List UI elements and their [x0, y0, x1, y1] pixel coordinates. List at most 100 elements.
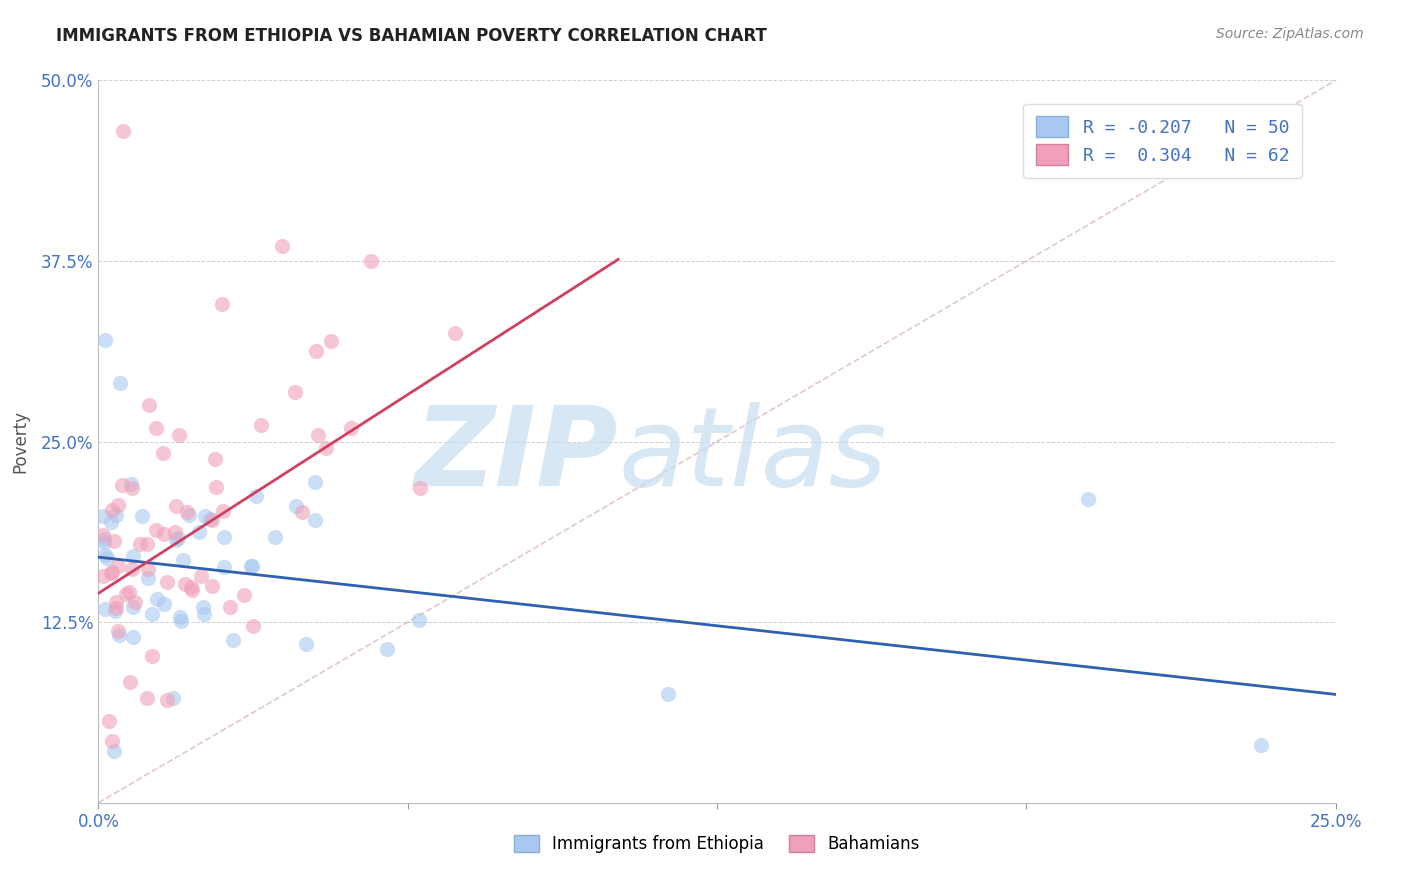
Point — [657, 687, 679, 701]
Point — [131, 509, 153, 524]
Y-axis label: Poverty: Poverty — [11, 410, 30, 473]
Legend: Immigrants from Ethiopia, Bahamians: Immigrants from Ethiopia, Bahamians — [508, 828, 927, 860]
Point — [141, 648, 163, 663]
Point — [212, 504, 235, 518]
Point — [1250, 738, 1272, 752]
Point — [155, 693, 177, 707]
Point — [107, 559, 129, 574]
Point — [443, 326, 465, 340]
Point — [165, 525, 187, 540]
Point — [115, 587, 138, 601]
Point — [155, 574, 177, 589]
Point — [100, 566, 122, 581]
Point — [167, 427, 190, 442]
Text: IMMIGRANTS FROM ETHIOPIA VS BAHAMIAN POVERTY CORRELATION CHART: IMMIGRANTS FROM ETHIOPIA VS BAHAMIAN POV… — [56, 27, 768, 45]
Point — [96, 551, 118, 566]
Point — [360, 253, 382, 268]
Point — [270, 239, 292, 253]
Point — [190, 568, 212, 582]
Point — [408, 614, 430, 628]
Point — [136, 562, 159, 576]
Point — [93, 534, 115, 549]
Point — [212, 530, 235, 544]
Point — [232, 588, 254, 602]
Point — [145, 421, 167, 435]
Point — [153, 597, 176, 611]
Point — [93, 533, 115, 547]
Point — [105, 600, 128, 615]
Point — [104, 604, 127, 618]
Point — [138, 399, 160, 413]
Point — [93, 528, 115, 542]
Point — [165, 499, 187, 513]
Point — [121, 549, 143, 563]
Point — [218, 599, 240, 614]
Point — [409, 482, 432, 496]
Point — [166, 531, 188, 545]
Point — [103, 744, 125, 758]
Point — [340, 420, 363, 434]
Point — [211, 297, 233, 311]
Point — [250, 418, 273, 433]
Point — [152, 527, 174, 541]
Point — [205, 480, 228, 494]
Point — [173, 577, 195, 591]
Point — [162, 690, 184, 705]
Point — [305, 344, 328, 359]
Point — [165, 533, 187, 548]
Point — [100, 516, 122, 530]
Point — [145, 523, 167, 537]
Point — [263, 530, 285, 544]
Point — [101, 503, 124, 517]
Point — [121, 562, 143, 576]
Point — [315, 441, 337, 455]
Point — [120, 476, 142, 491]
Point — [176, 505, 198, 519]
Point — [100, 734, 122, 748]
Point — [284, 385, 307, 400]
Point — [191, 599, 214, 614]
Point — [104, 595, 127, 609]
Point — [242, 619, 264, 633]
Point — [112, 124, 135, 138]
Point — [136, 537, 159, 551]
Point — [240, 558, 263, 573]
Point — [122, 600, 145, 615]
Point — [145, 591, 167, 606]
Text: atlas: atlas — [619, 402, 887, 509]
Point — [375, 641, 398, 656]
Point — [136, 690, 159, 705]
Point — [304, 475, 326, 489]
Point — [124, 595, 146, 609]
Text: Source: ZipAtlas.com: Source: ZipAtlas.com — [1216, 27, 1364, 41]
Point — [222, 632, 245, 647]
Point — [194, 509, 217, 524]
Point — [118, 585, 141, 599]
Point — [110, 376, 132, 390]
Point — [200, 579, 222, 593]
Point — [177, 508, 200, 523]
Point — [94, 548, 117, 562]
Point — [180, 580, 202, 594]
Point — [93, 569, 115, 583]
Point — [1077, 492, 1099, 507]
Point — [141, 607, 163, 622]
Point — [111, 477, 134, 491]
Point — [245, 489, 267, 503]
Point — [107, 498, 129, 512]
Point — [200, 512, 222, 526]
Point — [108, 627, 131, 641]
Point — [193, 607, 215, 621]
Point — [172, 553, 194, 567]
Point — [152, 446, 174, 460]
Point — [122, 630, 145, 644]
Point — [319, 334, 342, 349]
Point — [121, 481, 143, 495]
Point — [169, 610, 191, 624]
Point — [104, 508, 127, 522]
Point — [212, 560, 235, 574]
Point — [291, 505, 314, 519]
Point — [284, 500, 307, 514]
Point — [107, 624, 129, 638]
Point — [181, 582, 204, 597]
